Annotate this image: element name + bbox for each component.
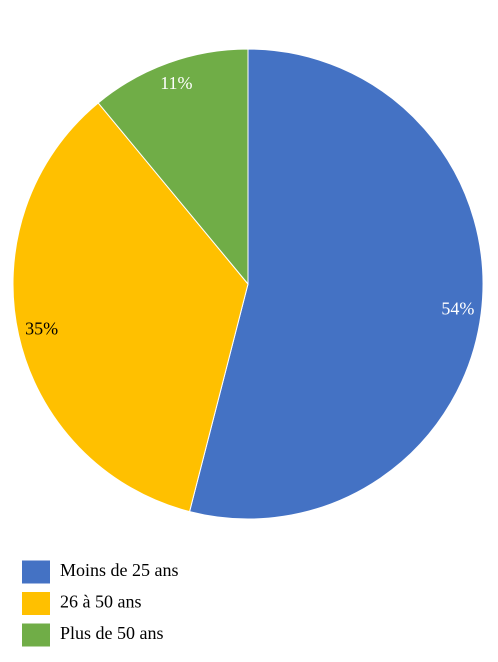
legend-swatch [22,560,50,584]
pie-slice [97,48,249,286]
legend-label: Plus de 50 ans [60,623,164,643]
legend-label: Moins de 25 ans [60,560,179,580]
pie-slice [188,48,484,520]
data-label: 35% [25,318,58,338]
legend-swatch [22,623,50,647]
pie-slice [12,102,249,513]
legend-label: 26 à 50 ans [60,592,141,612]
legend-swatch [22,592,50,615]
data-label: 54% [441,299,474,319]
data-label: 11% [160,73,192,93]
